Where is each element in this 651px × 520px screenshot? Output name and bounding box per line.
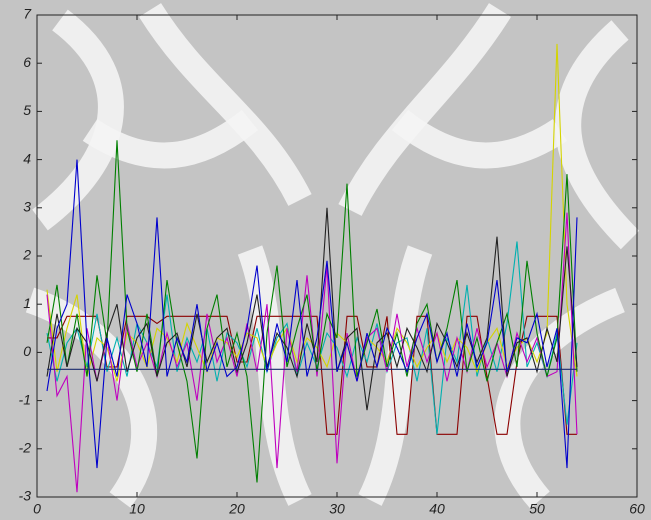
x-tick-label: 50 [529, 501, 545, 517]
y-tick-label: 7 [23, 6, 32, 22]
y-tick-label: 1 [23, 295, 31, 311]
y-tick-label: -2 [19, 440, 32, 456]
series-line [46, 140, 578, 483]
series-line [47, 315, 577, 435]
x-tick-label: 30 [329, 501, 345, 517]
series-line [46, 159, 578, 469]
y-tick-label: 2 [22, 247, 31, 263]
x-tick-label: 60 [629, 501, 645, 517]
y-tick-label: 0 [23, 343, 31, 359]
x-tick-label: 40 [429, 501, 445, 517]
y-tick-label: 4 [23, 150, 31, 166]
y-tick-label: -1 [19, 391, 31, 407]
y-tick-label: 3 [23, 199, 31, 215]
y-tick-label: 5 [23, 102, 31, 118]
y-tick-label: 6 [23, 54, 31, 70]
x-tick-label: 10 [129, 501, 145, 517]
series-line [46, 212, 578, 493]
background-pattern [25, 3, 640, 509]
series-line [46, 241, 578, 435]
x-tick-label: 0 [33, 501, 41, 517]
y-tick-label: -3 [19, 488, 32, 504]
x-tick-label: 20 [228, 501, 245, 517]
series-line [46, 207, 578, 411]
